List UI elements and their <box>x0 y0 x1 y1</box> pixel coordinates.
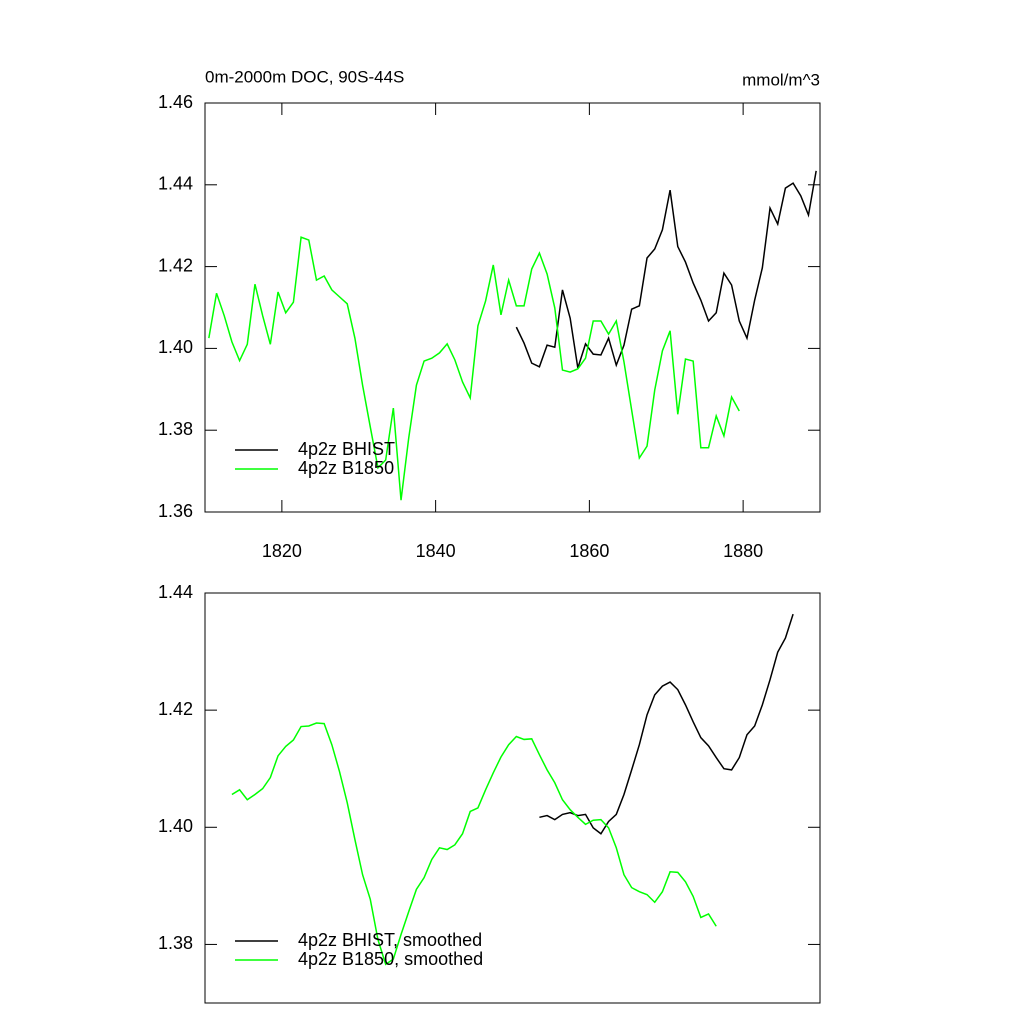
y-tick-label: 1.40 <box>158 337 193 357</box>
y-tick-label: 1.36 <box>158 501 193 521</box>
y-tick-label: 1.44 <box>158 582 193 602</box>
plot-frame <box>204 102 821 513</box>
data-line <box>539 613 794 835</box>
y-tick-label: 1.40 <box>158 816 193 836</box>
chart-title: 0m-2000m DOC, 90S-44S <box>205 67 404 86</box>
y-tick-label: 1.38 <box>158 933 193 953</box>
data-line <box>208 236 740 501</box>
plot-frame <box>204 592 821 1004</box>
data-line <box>231 722 717 966</box>
y-tick-label: 1.42 <box>158 699 193 719</box>
legend-label: 4p2z B1850, smoothed <box>298 949 483 969</box>
y-tick-label: 1.44 <box>158 174 193 194</box>
units-label: mmol/m^3 <box>742 70 820 89</box>
y-tick-label: 1.38 <box>158 419 193 439</box>
legend-label: 4p2z B1850 <box>298 458 394 478</box>
legend-label: 4p2z BHIST, smoothed <box>298 930 482 950</box>
x-tick-label: 1860 <box>569 541 609 561</box>
x-tick-label: 1880 <box>723 541 763 561</box>
x-tick-label: 1820 <box>262 541 302 561</box>
y-tick-label: 1.46 <box>158 92 193 112</box>
y-tick-label: 1.42 <box>158 255 193 275</box>
legend-label: 4p2z BHIST <box>298 439 395 459</box>
x-tick-label: 1840 <box>416 541 456 561</box>
data-line <box>515 170 817 369</box>
